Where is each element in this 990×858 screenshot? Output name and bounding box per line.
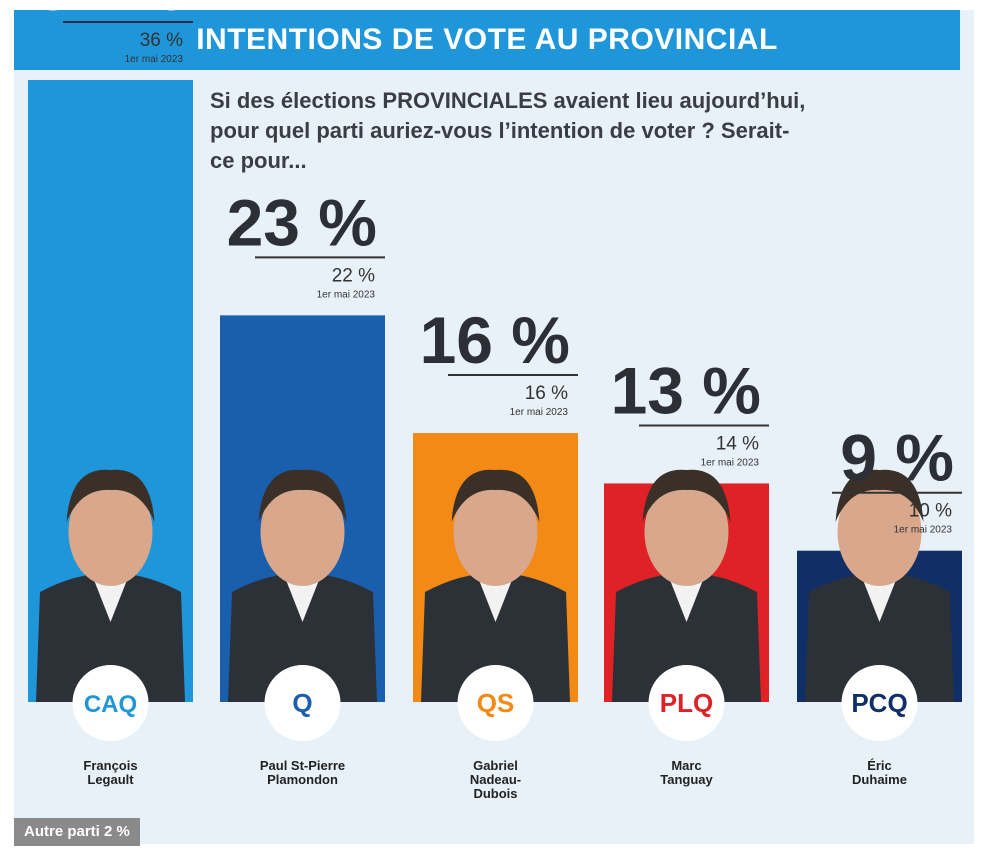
person-photo	[36, 469, 185, 702]
value-label: 16 %	[420, 303, 570, 377]
bar-group: QS 16 % 16 % 1er mai 2023 Gabriel Nadeau-Dubo…	[413, 303, 578, 801]
previous-value-label: 14 %	[716, 433, 759, 454]
previous-value-label: 36 %	[140, 30, 183, 51]
candidate-name: Paul St-Pierre Plamondon	[260, 758, 345, 787]
person-photo	[228, 469, 377, 702]
previous-value-label: 22 %	[332, 265, 375, 286]
previous-date-label: 1er mai 2023	[894, 525, 953, 536]
person-photo	[805, 469, 954, 702]
candidate-name: Gabriel Nadeau-Dubois	[470, 758, 521, 801]
previous-date-label: 1er mai 2023	[701, 457, 760, 468]
value-label: 9 %	[840, 421, 954, 495]
bar-group: Q 23 % 22 % 1er mai 2023 Paul St-Pierre Plamo…	[220, 185, 385, 787]
caq-logo-icon: CAQ	[72, 665, 149, 741]
svg-text:CAQ: CAQ	[84, 691, 137, 718]
pq-logo-icon: Q	[264, 665, 341, 741]
pcq-logo-icon: PCQ	[841, 665, 918, 741]
value-label: 13 %	[611, 353, 761, 427]
qs-logo-icon: QS	[457, 665, 534, 741]
candidate-name: François Legault	[83, 758, 137, 787]
bar-group: PLQ 13 % 14 % 1er mai 2023 Marc Tanguay	[604, 353, 769, 787]
previous-value-label: 10 %	[909, 501, 952, 522]
previous-date-label: 1er mai 2023	[510, 407, 569, 418]
svg-text:PCQ: PCQ	[851, 688, 907, 718]
banner-title: INTENTIONS DE VOTE AU PROVINCIAL	[14, 10, 960, 70]
svg-text:Q: Q	[292, 688, 312, 718]
previous-value-label: 16 %	[525, 383, 568, 404]
plq-logo-icon: PLQ	[648, 665, 725, 741]
previous-date-label: 1er mai 2023	[317, 289, 376, 300]
bar-group: PCQ 9 % 10 % 1er mai 2023 Éric Duhaime	[797, 421, 962, 787]
value-label: 37 %	[35, 0, 185, 24]
person-photo	[421, 469, 570, 702]
candidate-name: Éric Duhaime	[852, 758, 907, 787]
candidate-name: Marc Tanguay	[660, 758, 713, 787]
value-label: 23 %	[227, 185, 377, 259]
other-party-label: Autre parti 2 %	[14, 818, 140, 846]
person-photo	[612, 469, 761, 702]
poll-question: Si des élections PROVINCIALES avaient li…	[210, 88, 806, 173]
previous-date-label: 1er mai 2023	[125, 54, 184, 65]
svg-text:QS: QS	[477, 688, 515, 718]
svg-text:PLQ: PLQ	[660, 688, 713, 718]
